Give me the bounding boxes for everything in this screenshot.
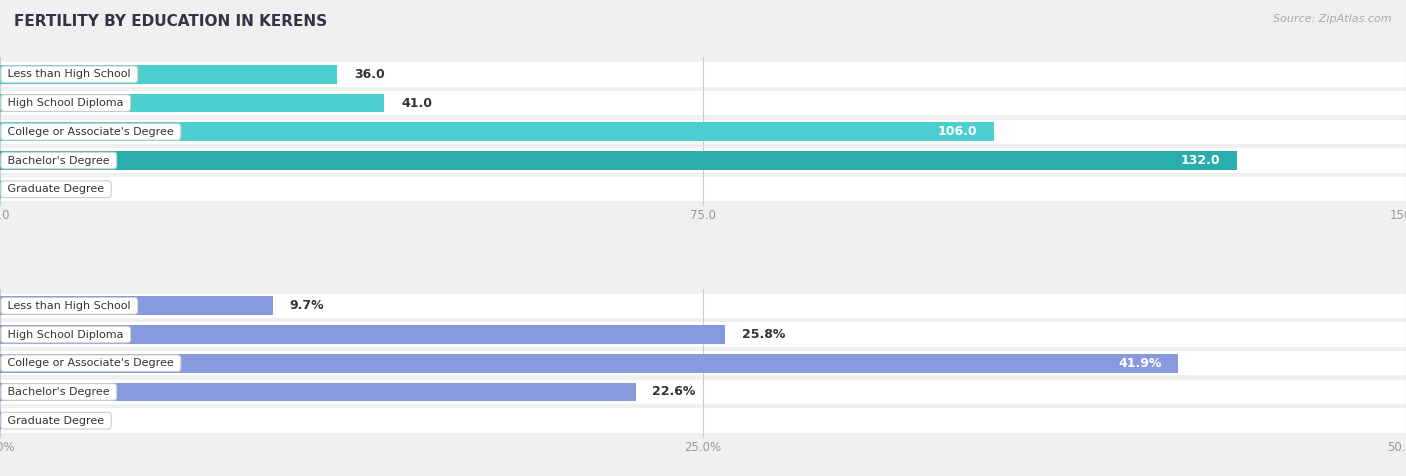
Text: 0.0%: 0.0% — [17, 414, 52, 427]
Text: 25.8%: 25.8% — [742, 328, 786, 341]
Text: 22.6%: 22.6% — [652, 386, 696, 398]
Bar — [0, 380, 1406, 404]
Bar — [0, 411, 1, 430]
Bar — [0, 325, 725, 344]
Text: 106.0: 106.0 — [936, 125, 977, 139]
Bar — [0, 119, 1406, 144]
Text: Source: ZipAtlas.com: Source: ZipAtlas.com — [1274, 14, 1392, 24]
Bar — [0, 177, 1406, 201]
Text: Less than High School: Less than High School — [4, 69, 135, 79]
Bar — [0, 408, 1406, 433]
Text: 0.0: 0.0 — [17, 183, 39, 196]
Bar — [0, 297, 273, 315]
Bar — [0, 322, 1406, 347]
Bar — [0, 383, 636, 401]
Text: College or Associate's Degree: College or Associate's Degree — [4, 358, 177, 368]
Bar — [0, 65, 337, 84]
Bar — [0, 151, 1237, 170]
Text: Graduate Degree: Graduate Degree — [4, 416, 108, 426]
Text: College or Associate's Degree: College or Associate's Degree — [4, 127, 177, 137]
Text: 9.7%: 9.7% — [290, 299, 325, 312]
Text: Less than High School: Less than High School — [4, 301, 135, 311]
Bar — [0, 294, 1406, 318]
Bar — [0, 62, 1406, 87]
Bar — [0, 354, 1178, 373]
Bar — [0, 94, 384, 112]
Text: High School Diploma: High School Diploma — [4, 329, 127, 339]
Bar — [0, 91, 1406, 115]
Text: Bachelor's Degree: Bachelor's Degree — [4, 387, 114, 397]
Text: 36.0: 36.0 — [354, 68, 385, 81]
Text: FERTILITY BY EDUCATION IN KERENS: FERTILITY BY EDUCATION IN KERENS — [14, 14, 328, 30]
Text: 41.0: 41.0 — [401, 97, 432, 109]
Text: High School Diploma: High School Diploma — [4, 98, 127, 108]
Bar — [0, 149, 1406, 173]
Bar — [0, 351, 1406, 376]
Bar — [0, 122, 994, 141]
Text: 41.9%: 41.9% — [1118, 357, 1161, 370]
Text: Bachelor's Degree: Bachelor's Degree — [4, 156, 114, 166]
Bar — [0, 180, 1, 198]
Text: Graduate Degree: Graduate Degree — [4, 184, 108, 194]
Text: 132.0: 132.0 — [1181, 154, 1220, 167]
